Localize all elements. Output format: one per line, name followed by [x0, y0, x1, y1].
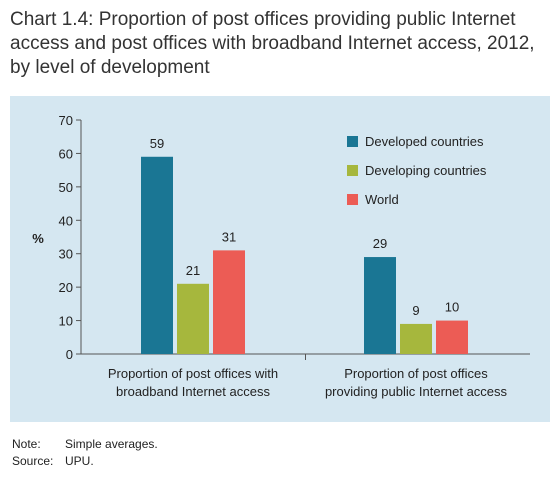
bar: [141, 156, 173, 354]
legend-label: Developing countries: [365, 163, 487, 178]
bar-chart: 0 10 20 30 40 50 60 70% 59 21 31 Proportion of post…: [32, 113, 530, 399]
chart-notes: Note: Simple averages. Source: UPU.: [12, 436, 158, 470]
bar: [436, 320, 468, 354]
x-category-label: broadband Internet access: [116, 384, 270, 399]
y-tick-label: 60: [59, 146, 73, 161]
x-category-label: Proportion of post offices: [344, 366, 488, 381]
legend-swatch: [347, 194, 358, 205]
bar-value-label: 59: [150, 136, 164, 151]
y-tick-label: 70: [59, 113, 73, 128]
x-category-label: Proportion of post offices with: [108, 366, 278, 381]
bar-value-label: 10: [445, 300, 459, 315]
y-tick-label: 40: [59, 213, 73, 228]
y-tick-label: 30: [59, 247, 73, 262]
legend-swatch: [347, 165, 358, 176]
note-text: Simple averages.: [65, 437, 158, 451]
bar-value-label: 9: [412, 303, 419, 318]
legend-swatch: [347, 136, 358, 147]
chart-panel: 0 10 20 30 40 50 60 70% 59 21 31 Proportion of post…: [10, 96, 550, 422]
chart-title: Chart 1.4: Proportion of post offices pr…: [10, 9, 535, 78]
legend-label: Developed countries: [365, 134, 484, 149]
bar-value-label: 31: [222, 229, 236, 244]
bar: [364, 257, 396, 354]
bar-value-label: 21: [186, 263, 200, 278]
x-category-label: providing public Internet access: [325, 384, 508, 399]
y-tick-label: 0: [66, 347, 73, 362]
bar: [213, 250, 245, 354]
source-label: Source:: [12, 454, 54, 468]
legend-label: World: [365, 192, 399, 207]
note-label: Note:: [12, 437, 41, 451]
bar: [400, 323, 432, 354]
y-axis-label: %: [32, 231, 44, 246]
bar-value-label: 29: [373, 236, 387, 251]
y-tick-label: 50: [59, 180, 73, 195]
y-tick-label: 20: [59, 280, 73, 295]
y-tick-label: 10: [59, 314, 73, 329]
source-text: UPU.: [65, 454, 94, 468]
bar: [177, 283, 209, 354]
